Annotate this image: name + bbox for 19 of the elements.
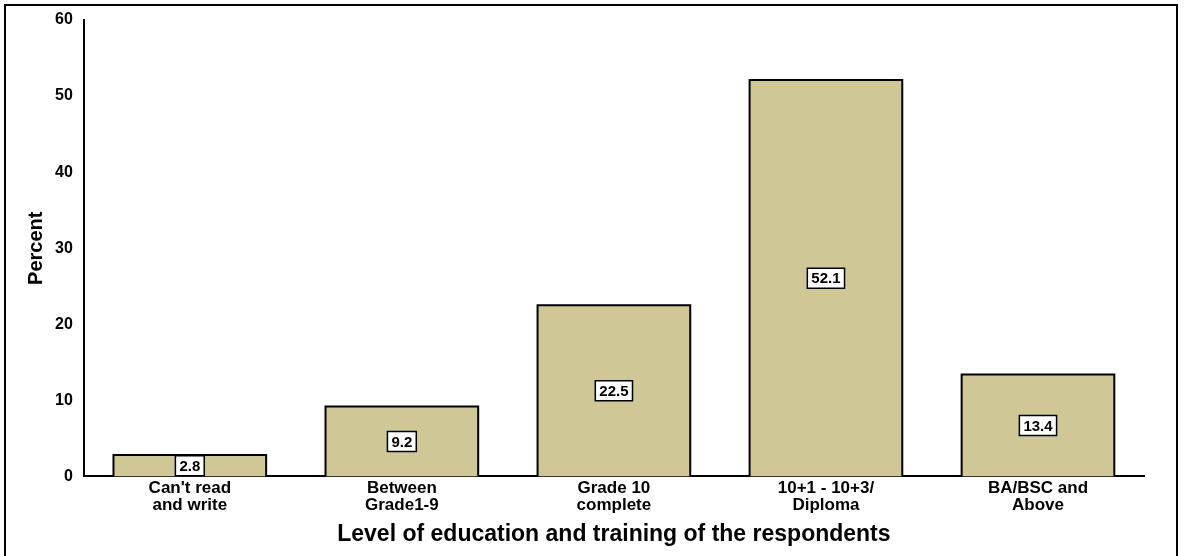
x-tick-label: Grade 10 complete — [576, 477, 652, 514]
y-tick-label: 0 — [63, 466, 73, 484]
data-label: 22.5 — [599, 381, 629, 399]
data-label: 13.4 — [1023, 416, 1054, 434]
y-axis-title: Percent — [23, 211, 46, 285]
y-tick-label: 60 — [55, 10, 73, 28]
x-tick-label: BA/BSC and Above — [987, 477, 1089, 514]
y-tick-label: 50 — [55, 86, 73, 104]
y-tick-label: 20 — [55, 314, 73, 332]
x-tick-label: Can't read and write — [148, 477, 232, 514]
data-label: 2.8 — [179, 456, 201, 474]
x-axis-title: Level of education and training of the respondents — [337, 519, 891, 546]
y-tick-label: 30 — [55, 238, 73, 256]
data-label: 52.1 — [811, 269, 841, 287]
y-tick-label: 10 — [55, 390, 73, 408]
data-label: 9.2 — [391, 432, 413, 450]
x-tick-label: 10+1 - 10+3/ Diploma — [777, 477, 875, 514]
y-tick-label: 40 — [55, 162, 73, 180]
x-tick-label: Between Grade1-9 — [365, 477, 439, 514]
